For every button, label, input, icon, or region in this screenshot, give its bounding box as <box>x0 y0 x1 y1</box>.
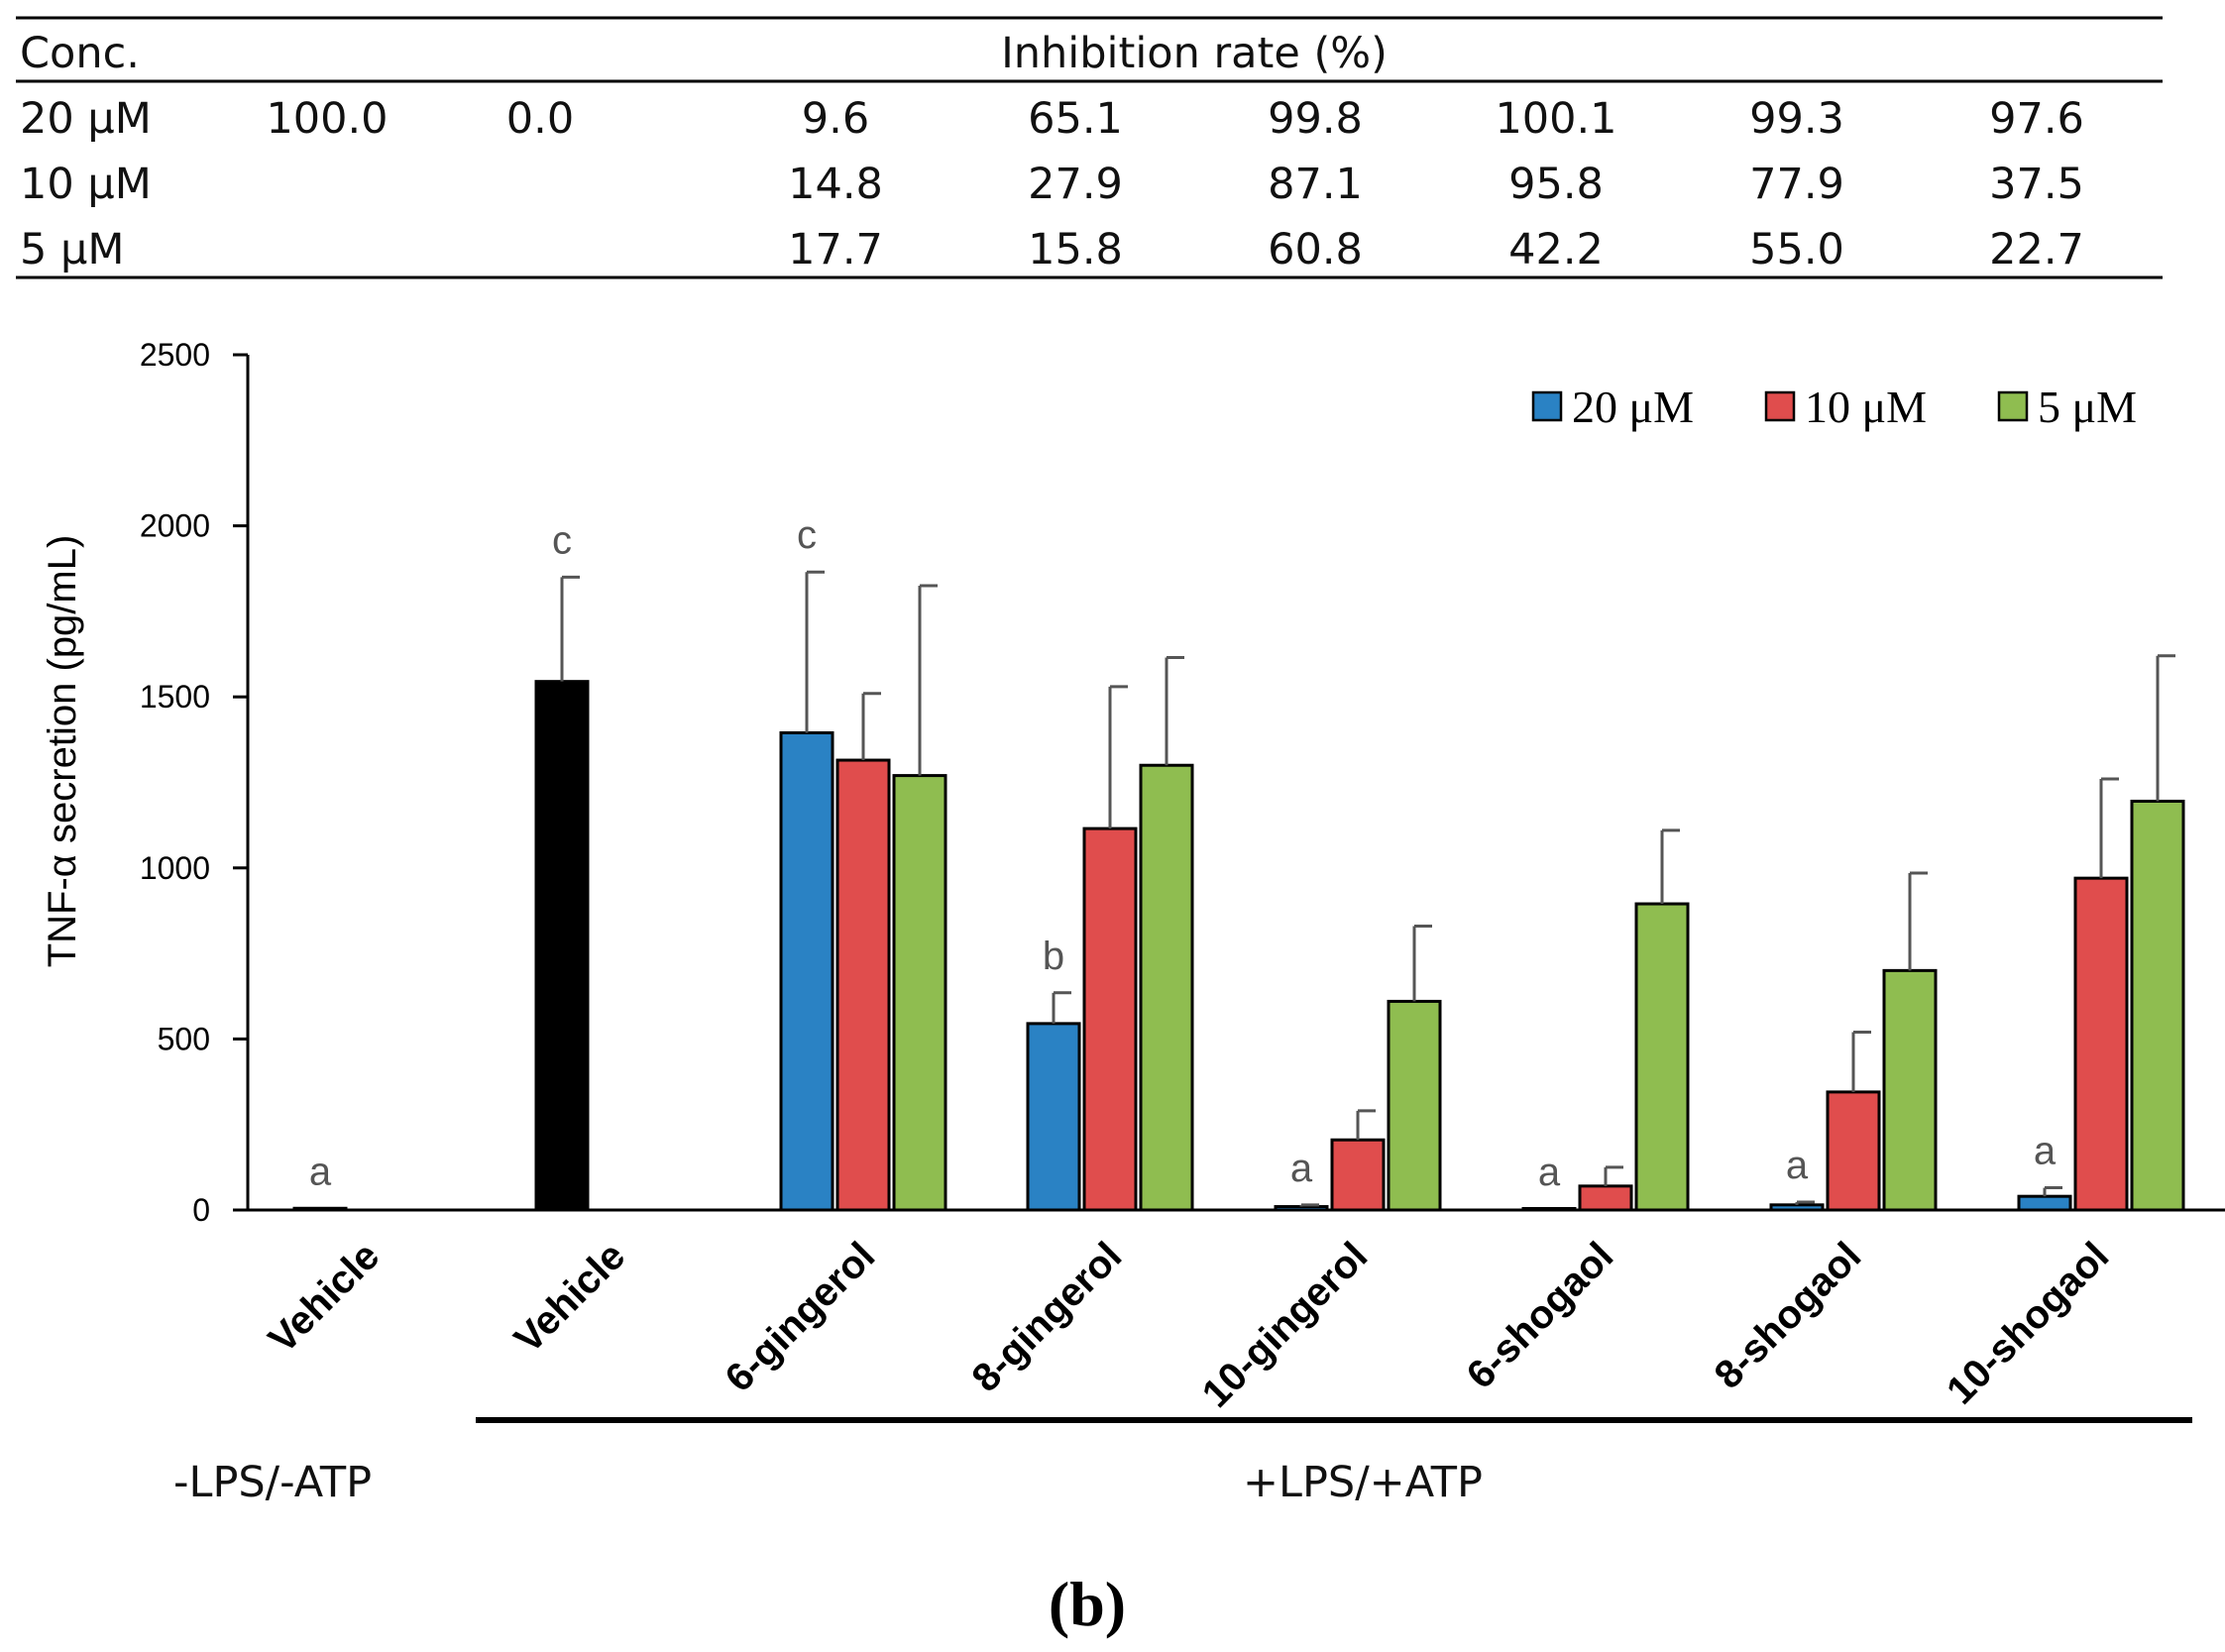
bar-6-gingerol-s10 <box>835 758 891 1212</box>
significance-letter: a <box>2034 1130 2057 1173</box>
y-tick-label: 1500 <box>140 679 210 715</box>
y-tick-label: 2000 <box>140 508 210 544</box>
table-cell: 14.8 <box>788 160 883 209</box>
legend-swatch-10um <box>1764 390 1796 422</box>
bar-vehicle-vehicle_lps <box>534 680 590 1212</box>
x-axis-labels: Vehicle Vehicle 6-gingerol 8-gingerol 10-gin… <box>261 1234 2118 1416</box>
significance-letter: b <box>1043 935 1064 978</box>
x-tick-label: 8-shogaol <box>1707 1234 1870 1397</box>
table-cell: 65.1 <box>1028 94 1123 144</box>
bar-10-gingerol-s20 <box>1274 1205 1329 1212</box>
bar-10-gingerol-s5 <box>1387 999 1442 1212</box>
bar-8-shogaol-s5 <box>1882 968 1938 1212</box>
x-tick-label: Vehicle <box>506 1234 634 1362</box>
x-tick-label: 10-shogaol <box>1939 1234 2117 1412</box>
significance-letter: a <box>1538 1151 1561 1194</box>
condition-label-negative: -LPS/-ATP <box>173 1458 372 1507</box>
significance-letter: c <box>797 513 817 557</box>
significance-letters: a c c b a a a a <box>309 513 2057 1194</box>
table-cell: 60.8 <box>1268 225 1363 275</box>
significance-letter: a <box>1290 1147 1313 1190</box>
significance-letter: a <box>1786 1144 1809 1187</box>
x-tick-label: 6-shogaol <box>1459 1234 1622 1397</box>
y-tick-label: 0 <box>192 1192 210 1228</box>
table-row-label: 20 μM <box>20 94 152 144</box>
significance-letter: c <box>552 518 572 562</box>
bars <box>292 680 2185 1212</box>
y-tick-label: 2500 <box>140 337 210 373</box>
table-cell: 17.7 <box>788 225 883 275</box>
bar-6-shogaol-s5 <box>1634 902 1690 1212</box>
table-cell: 27.9 <box>1028 160 1123 209</box>
table-cell: 0.0 <box>506 94 574 144</box>
condition-label-positive: +LPS/+ATP <box>1243 1458 1483 1507</box>
y-axis-label: TNF-α secretion (pg/mL) <box>41 535 84 968</box>
table-corner-header: Conc. <box>20 29 140 78</box>
table-cell: 87.1 <box>1268 160 1363 209</box>
table-header: Inhibition rate (%) <box>1001 29 1388 78</box>
bar-10-shogaol-s10 <box>2073 876 2129 1212</box>
bar-vehicle-control <box>292 1206 348 1212</box>
table-cell: 77.9 <box>1749 160 1844 209</box>
legend-label-10um: 10 μM <box>1805 382 1927 432</box>
bar-8-gingerol-s5 <box>1139 763 1194 1212</box>
bar-8-gingerol-s20 <box>1026 1022 1081 1212</box>
table-cell: 100.0 <box>266 94 388 144</box>
bar-10-gingerol-s10 <box>1330 1138 1386 1212</box>
x-tick-label: Vehicle <box>261 1234 389 1362</box>
bar-8-shogaol-s20 <box>1769 1203 1825 1212</box>
table-cell: 55.0 <box>1749 225 1844 275</box>
bar-8-gingerol-s10 <box>1082 826 1138 1212</box>
bar-6-shogaol-s10 <box>1578 1184 1633 1212</box>
inhibition-table: Conc. Inhibition rate (%) 20 μM 100.0 0.0 9… <box>16 16 2163 279</box>
bar-6-gingerol-s20 <box>779 730 834 1212</box>
y-axis-ticks: 0 500 1000 1500 2000 2500 <box>140 337 248 1228</box>
table-cell: 95.8 <box>1508 160 1604 209</box>
table-row-label: 5 μM <box>20 225 124 275</box>
x-tick-label: 10-gingerol <box>1194 1234 1377 1416</box>
table-cell: 42.2 <box>1508 225 1604 275</box>
panel-label: (b) <box>1049 1569 1126 1639</box>
table-rows: 20 μM 100.0 0.0 9.6 65.1 99.8 100.1 99.3 97.6 10 … <box>20 94 2084 275</box>
bar-8-shogaol-s10 <box>1826 1090 1881 1212</box>
bar-chart: TNF-α secretion (pg/mL) 0 500 1000 1500 2000… <box>41 337 2225 1639</box>
y-tick-label: 500 <box>158 1021 210 1056</box>
legend: 20 μM 10 μM 5 μM <box>1531 382 2137 432</box>
bar-6-shogaol-s20 <box>1521 1207 1577 1212</box>
legend-swatch-5um <box>1997 390 2029 422</box>
table-cell: 9.6 <box>802 94 869 144</box>
y-tick-label: 1000 <box>140 850 210 886</box>
table-cell: 97.6 <box>1989 94 2084 144</box>
significance-letter: a <box>309 1150 332 1193</box>
table-cell: 99.8 <box>1268 94 1363 144</box>
table-cell: 22.7 <box>1989 225 2084 275</box>
x-tick-label: 6-gingerol <box>718 1234 884 1400</box>
x-tick-label: 8-gingerol <box>964 1234 1131 1400</box>
table-cell: 37.5 <box>1989 160 2084 209</box>
table-cell: 15.8 <box>1028 225 1123 275</box>
table-cell: 100.1 <box>1495 94 1616 144</box>
table-cell: 99.3 <box>1749 94 1844 144</box>
legend-label-20um: 20 μM <box>1572 382 1694 432</box>
bar-10-shogaol-s20 <box>2017 1194 2072 1212</box>
bar-10-shogaol-s5 <box>2130 799 2185 1212</box>
table-row-label: 10 μM <box>20 160 152 209</box>
legend-label-5um: 5 μM <box>2038 382 2137 432</box>
legend-swatch-20um <box>1531 390 1563 422</box>
bar-6-gingerol-s5 <box>892 774 947 1212</box>
error-bars <box>560 570 2175 1207</box>
